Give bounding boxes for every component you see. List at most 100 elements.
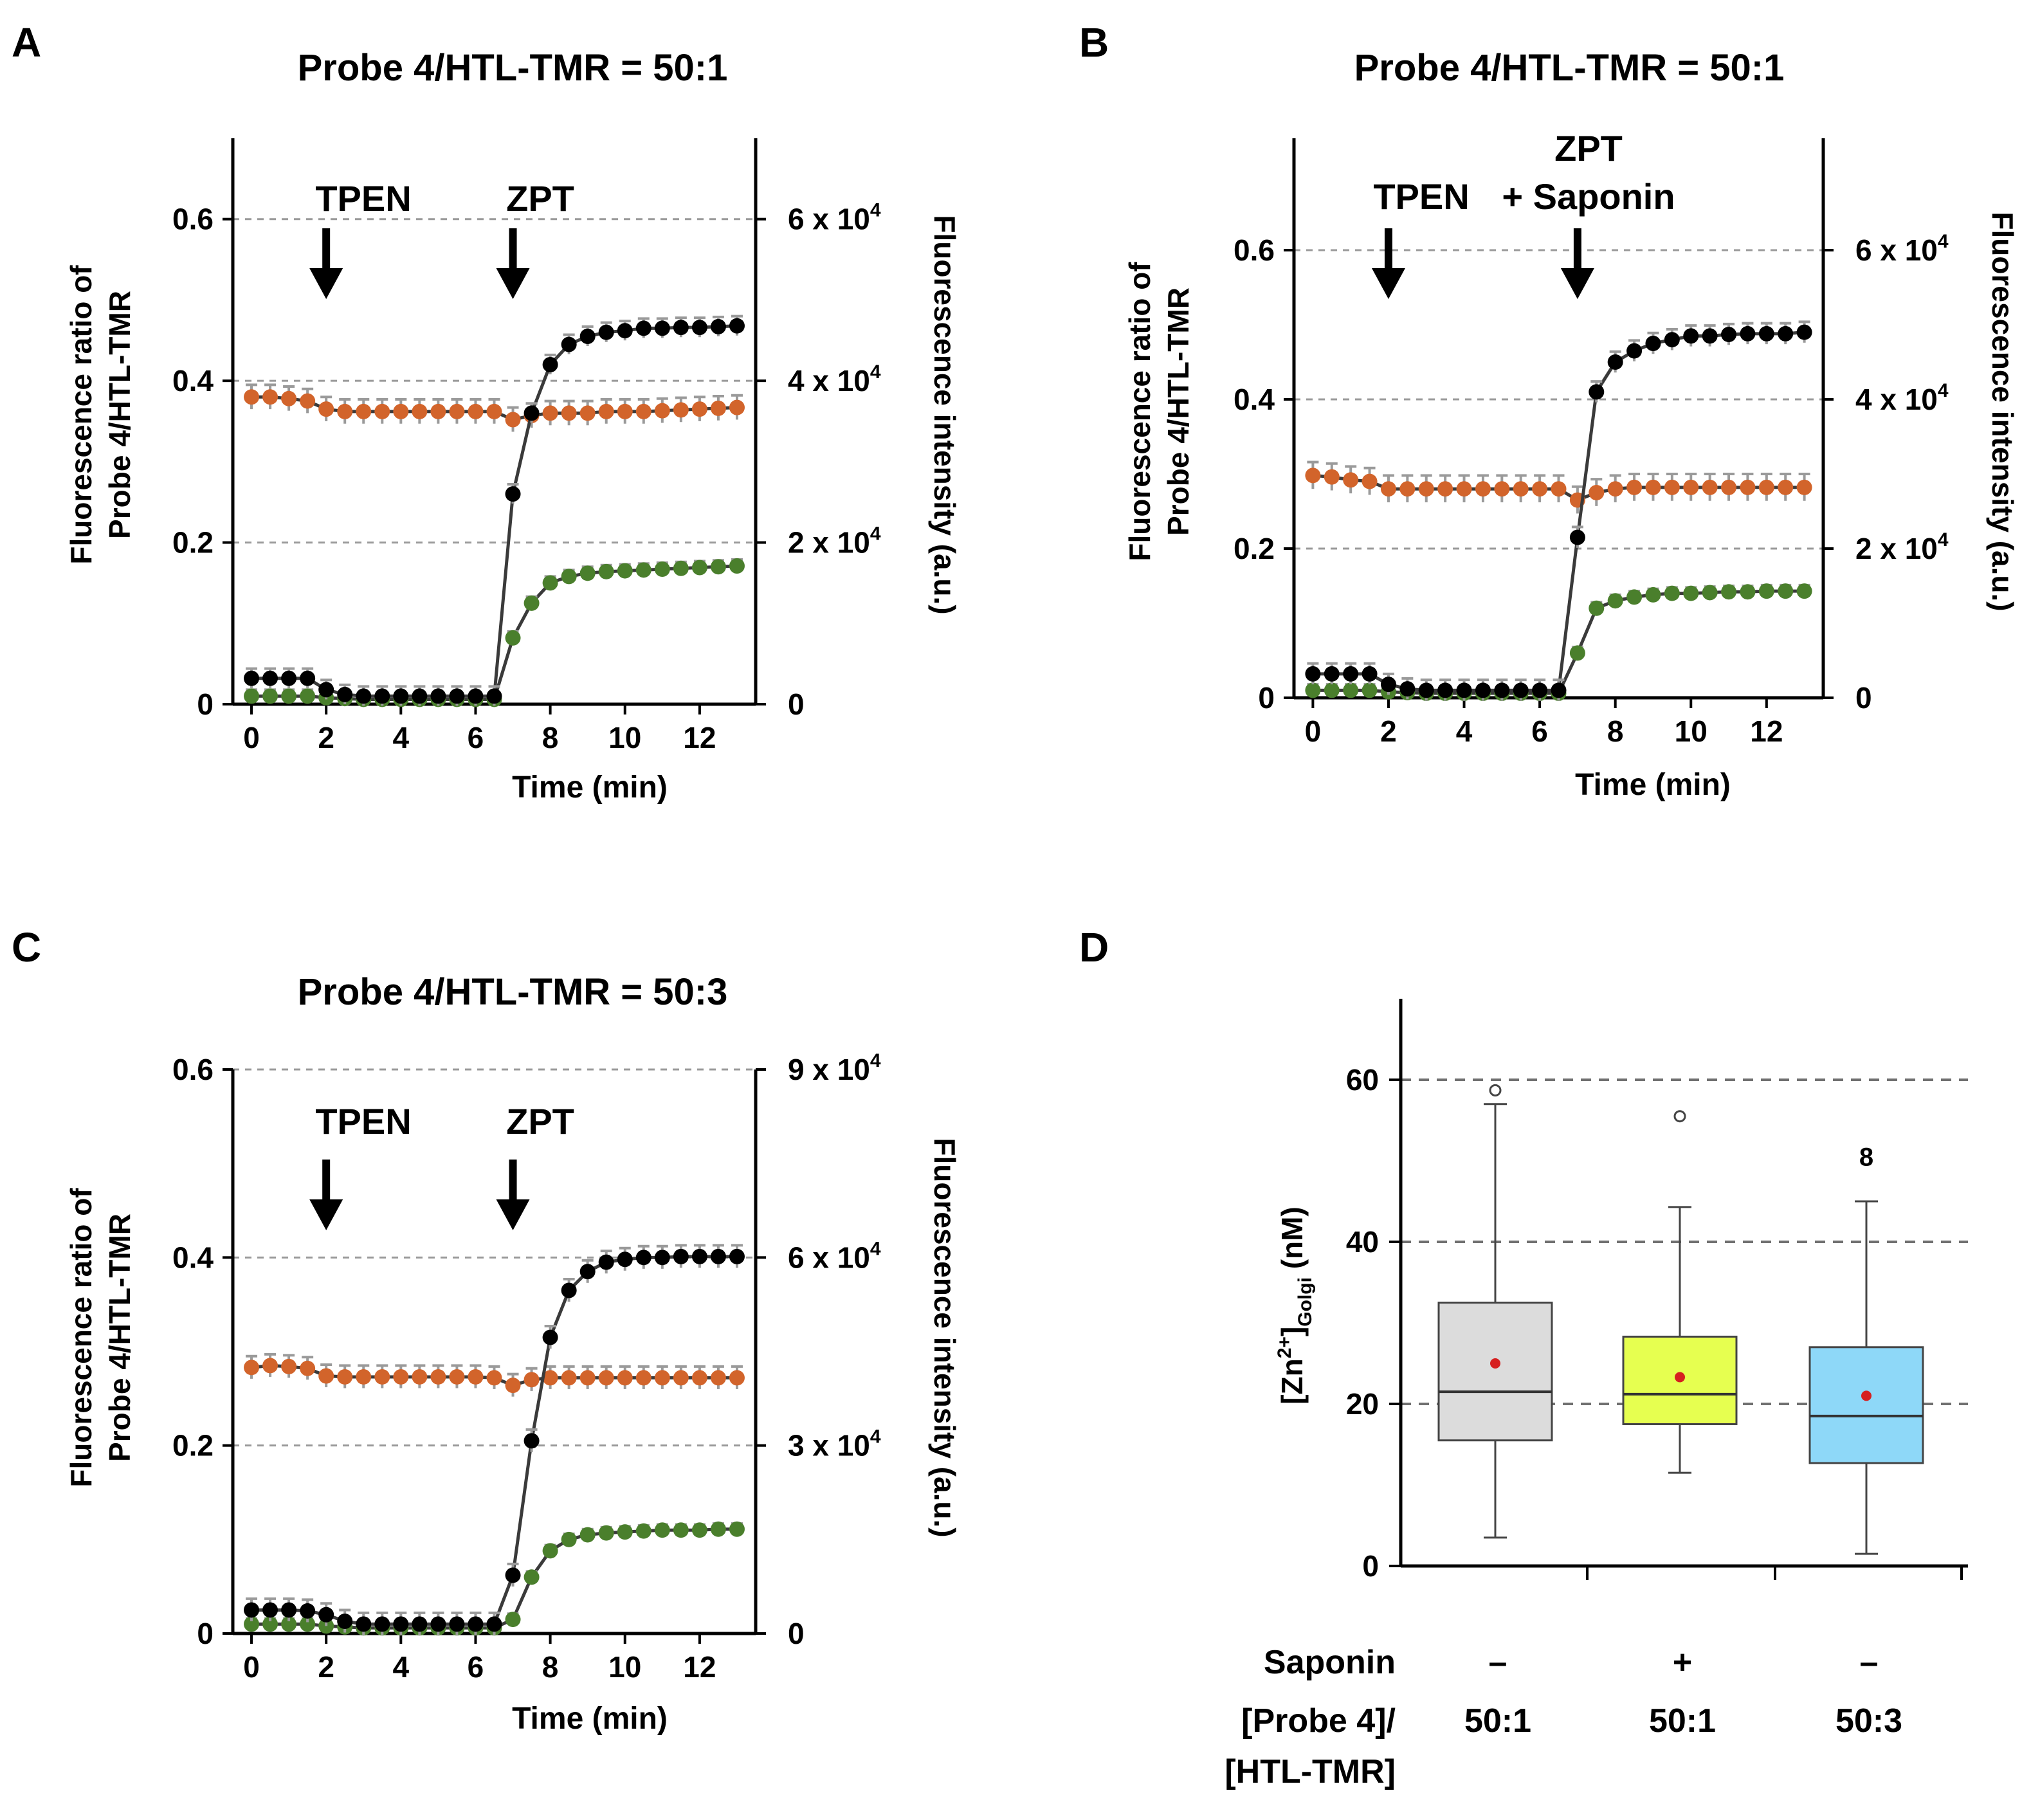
data-point <box>1437 682 1453 698</box>
row-label-ratio-line2: [HTL-TMR] <box>1225 1753 1396 1790</box>
plot-area: 0 2 4 6 8 10 12 0 0.2 0.4 0.6 0 3 x 104 6 x 104 9 x 10… <box>172 1050 881 1684</box>
data-point <box>524 1569 540 1585</box>
data-point <box>337 1369 353 1385</box>
data-point <box>356 1616 372 1632</box>
y2-tick-label: 4 x 104 <box>1855 380 1949 416</box>
data-point <box>617 403 633 419</box>
data-point <box>374 688 390 704</box>
data-point <box>710 1521 726 1537</box>
box-y-axis-label: [Zn2+]Golgi (nM) <box>1274 1206 1316 1405</box>
x-tick-label: 4 <box>393 721 410 754</box>
x-tick-label: 6 <box>1531 714 1548 748</box>
data-point <box>244 688 260 704</box>
ylabel-close: ] <box>1275 1327 1309 1336</box>
outlier <box>1673 1110 1686 1123</box>
data-point <box>262 670 278 686</box>
annotation-tpen: TPEN <box>315 1101 411 1142</box>
data-point <box>691 1370 707 1386</box>
panel-b: B Probe 4/HTL-TMR = 50:1 TPEN ZPT + Sapo… <box>1079 19 2019 802</box>
data-point <box>617 1524 633 1540</box>
x-tick-label: 12 <box>683 721 716 754</box>
data-point <box>542 1370 558 1386</box>
data-point <box>561 336 577 352</box>
y-tick-label: 0 <box>1362 1549 1379 1583</box>
data-point <box>430 1616 446 1632</box>
x-tick-label: 2 <box>318 1650 334 1684</box>
series-htl-tmr-intensity <box>244 383 745 432</box>
box-group <box>1622 1110 1738 1474</box>
data-point <box>1380 677 1396 693</box>
data-point <box>281 390 297 406</box>
data-point <box>1589 600 1605 616</box>
data-point <box>1758 325 1774 341</box>
data-point <box>635 320 651 336</box>
y-axis-label-line2: Probe 4/HTL-TMR <box>103 1214 136 1462</box>
annotation-tpen: TPEN <box>315 178 411 219</box>
data-point <box>1532 481 1548 497</box>
annotation-arrow-head <box>309 1199 343 1230</box>
box-group <box>1437 1084 1553 1539</box>
y-axis-label-line1: Fluorescence ratio of <box>64 1188 98 1488</box>
data-point <box>1778 479 1794 495</box>
data-point <box>337 686 353 702</box>
data-point <box>561 569 577 585</box>
x-axis-label: Time (min) <box>512 770 668 805</box>
data-point <box>1305 468 1321 484</box>
data-point <box>542 405 558 421</box>
chart-title: Probe 4/HTL-TMR = 50:1 <box>298 47 728 89</box>
category-ratio-label: 50:3 <box>1835 1702 1902 1740</box>
data-point <box>505 412 521 428</box>
y2-tick-label: 6 x 104 <box>1855 231 1949 267</box>
y-tick-label: 0.2 <box>172 1429 214 1462</box>
data-point <box>356 688 372 704</box>
data-point <box>673 1370 689 1386</box>
data-point <box>300 670 316 686</box>
data-point <box>1626 589 1643 605</box>
data-point <box>729 1370 745 1386</box>
y-tick-label: 0.2 <box>1234 532 1275 565</box>
data-point <box>1362 666 1378 682</box>
x-tick-label: 6 <box>468 721 484 754</box>
data-point <box>1343 666 1359 682</box>
plot-area: 0 2 4 6 8 10 12 0 0.2 0.4 0.6 0 2 x 104 4 x 104 6 x 10… <box>1234 138 1949 748</box>
data-point <box>1758 583 1774 599</box>
data-point <box>244 389 260 405</box>
panel-a: A Probe 4/HTL-TMR = 50:1 TPEN ZPT Time (… <box>12 19 961 805</box>
y2-tick-label: 2 x 104 <box>788 523 881 560</box>
x-axis-label: Time (min) <box>1575 768 1731 802</box>
y2-tick-label: 6 x 104 <box>788 1238 881 1274</box>
data-point <box>1343 682 1359 698</box>
x-tick-label: 10 <box>608 721 641 754</box>
data-point <box>1758 479 1774 495</box>
data-point <box>542 1329 558 1345</box>
data-point <box>412 1616 428 1632</box>
category-saponin-label: + <box>1673 1644 1692 1681</box>
data-point <box>262 1616 278 1632</box>
x-tick-label: 2 <box>1380 714 1397 748</box>
data-point <box>486 1616 502 1632</box>
data-point <box>1343 472 1359 488</box>
x-tick-label: 0 <box>1305 714 1322 748</box>
data-point <box>1778 583 1794 599</box>
data-point <box>1721 479 1737 495</box>
data-point <box>617 563 633 579</box>
data-point <box>430 688 446 704</box>
data-point <box>486 403 502 419</box>
data-point <box>617 1251 633 1268</box>
mean-marker <box>1675 1372 1685 1383</box>
data-point <box>1702 328 1718 344</box>
data-point <box>244 1616 260 1632</box>
chart-title: Probe 4/HTL-TMR = 50:3 <box>298 971 728 1013</box>
y-tick-label: 0 <box>1258 681 1275 714</box>
data-point <box>710 318 726 334</box>
data-point <box>1721 584 1737 600</box>
y-tick-label: 0.6 <box>172 1053 214 1086</box>
data-point <box>1399 481 1416 497</box>
data-point <box>673 402 689 418</box>
x-tick-label: 4 <box>1456 714 1473 748</box>
annotation-tpen: TPEN <box>1373 176 1469 217</box>
data-point <box>412 1369 428 1385</box>
data-point <box>1437 481 1453 497</box>
y-axis-label-line2: Probe 4/HTL-TMR <box>103 291 136 539</box>
